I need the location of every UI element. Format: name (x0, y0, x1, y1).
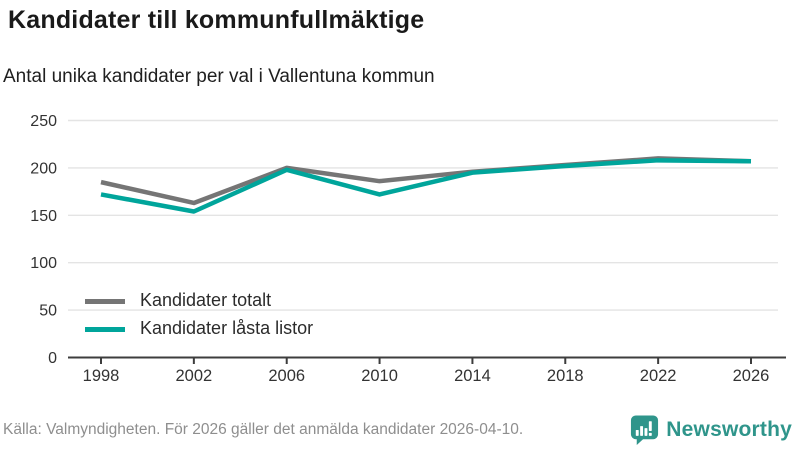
x-tick-label-2018: 2018 (547, 367, 584, 385)
x-tick-label-2006: 2006 (268, 367, 305, 385)
x-axis-labels: 1998 2002 2006 2010 2014 2018 2022 2026 (83, 367, 770, 385)
legend-item-locked-lists: Kandidater låsta listor (85, 315, 313, 343)
page-title: Kandidater till kommunfullmäktige (8, 6, 425, 34)
newsworthy-bubble-chart-icon (631, 415, 659, 446)
y-tick-label-100: 100 (30, 255, 57, 272)
legend-label-locked-lists: Kandidater låsta listor (140, 318, 314, 338)
series-lines (100, 156, 752, 214)
series-line-1 (100, 158, 752, 214)
legend-swatch-total (85, 298, 125, 304)
chart-subtitle: Antal unika kandidater per val i Vallent… (3, 66, 435, 87)
x-tick-label-2014: 2014 (454, 367, 491, 385)
y-tick-label-0: 0 (48, 350, 57, 367)
x-tick-label-2002: 2002 (175, 367, 212, 385)
x-axis (68, 356, 786, 364)
legend-item-total: Kandidater totalt (85, 287, 313, 315)
newsworthy-logo: Newsworthy (629, 414, 792, 446)
legend-swatch-locked-lists (85, 326, 125, 332)
series-line-0 (100, 156, 752, 206)
x-tick-label-1998: 1998 (83, 367, 120, 385)
newsworthy-wordmark: Newsworthy (666, 418, 792, 441)
legend: Kandidater totalt Kandidater låsta listo… (85, 287, 313, 343)
y-tick-label-50: 50 (39, 303, 57, 320)
legend-label-total: Kandidater totalt (140, 290, 272, 310)
y-axis-labels: 0 50 100 150 200 250 (30, 113, 57, 367)
y-tick-label-200: 200 (30, 160, 57, 177)
source-note: Källa: Valmyndigheten. För 2026 gäller d… (3, 421, 524, 438)
x-tick-label-2026: 2026 (733, 367, 770, 385)
footer: Källa: Valmyndigheten. För 2026 gäller d… (0, 412, 800, 450)
gridlines (68, 119, 778, 311)
x-tick-label-2022: 2022 (640, 367, 677, 385)
x-tick-label-2010: 2010 (361, 367, 398, 385)
y-tick-label-150: 150 (30, 208, 57, 225)
y-tick-label-250: 250 (30, 113, 57, 130)
